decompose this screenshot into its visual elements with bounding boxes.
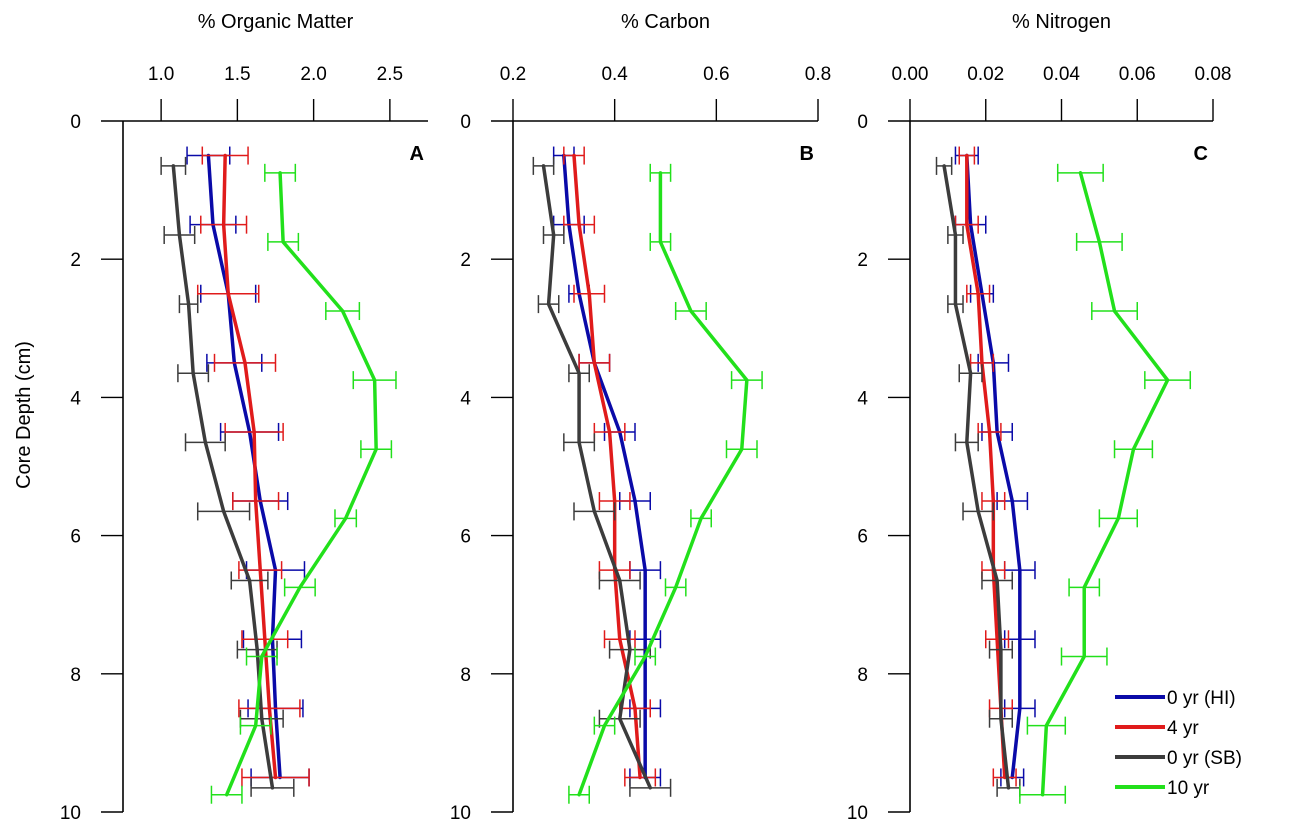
series-0-yr-hi — [552, 146, 662, 787]
x-tick-label: 0.4 — [601, 64, 628, 85]
legend-item: 10 yr — [1115, 778, 1210, 799]
y-tick-label: 4 — [460, 388, 471, 409]
x-tick-label: 0.6 — [703, 64, 729, 85]
y-tick-label: 10 — [60, 803, 81, 824]
series-line — [221, 153, 278, 780]
y-tick-label: 6 — [460, 527, 471, 548]
x-tick-label: 0.02 — [967, 64, 1004, 85]
y-tick-label: 8 — [70, 665, 81, 686]
panel-b: 0.2 0.4 0.6 0.8 0 2 4 6 8 10 % Carbon B — [450, 11, 831, 824]
legend-label: 4 yr — [1167, 718, 1199, 739]
y-tick-label: 4 — [70, 388, 81, 409]
panel-c: 0.00 0.02 0.04 0.06 0.08 0 2 4 6 8 10 % Nitrogen C — [847, 11, 1232, 824]
series-4-yr — [954, 146, 1017, 787]
y-axis-title: Core Depth (cm) — [13, 341, 35, 489]
y-tick-label: 0 — [460, 112, 471, 133]
series-4-yr — [196, 146, 310, 787]
legend: 0 yr (HI) 4 yr 0 yr (SB) 10 yr — [1115, 688, 1242, 799]
legend-label: 0 yr (SB) — [1167, 748, 1242, 769]
x-axis-title: % Carbon — [621, 11, 710, 33]
x-axis-title: % Nitrogen — [1012, 11, 1111, 33]
y-tick-label: 2 — [857, 250, 868, 271]
series-line — [965, 153, 1007, 780]
series-10-yr — [1019, 163, 1192, 804]
x-tick-label: 0.2 — [500, 64, 526, 85]
y-tick-label: 6 — [70, 527, 81, 548]
x-axis-title: % Organic Matter — [198, 11, 354, 33]
x-tick-label: 2.5 — [377, 64, 403, 85]
legend-label: 0 yr (HI) — [1167, 688, 1236, 709]
y-tick-label: 2 — [70, 250, 81, 271]
y-tick-label: 8 — [460, 665, 471, 686]
x-tick-label: 0.04 — [1043, 64, 1080, 85]
legend-item: 4 yr — [1115, 718, 1199, 739]
y-tick-label: 10 — [847, 803, 868, 824]
series-0-yr-sb — [935, 156, 1021, 797]
panel-a: 1.0 1.5 2.0 2.5 0 2 4 6 8 10 % Organic Matter A — [60, 11, 428, 824]
series-10-yr — [210, 163, 397, 804]
y-tick-label: 4 — [857, 388, 868, 409]
x-tick-label: 0.8 — [805, 64, 831, 85]
series-line — [942, 164, 1011, 790]
series-10-yr — [568, 163, 763, 804]
series-line — [562, 153, 647, 780]
series-line — [541, 164, 652, 790]
series-0-yr-sb — [532, 156, 672, 797]
panel-letter: A — [410, 143, 424, 165]
x-tick-label: 2.0 — [300, 64, 326, 85]
x-tick-label: 1.0 — [148, 64, 174, 85]
series-line — [224, 171, 378, 797]
y-tick-label: 8 — [857, 665, 868, 686]
x-tick-label: 0.08 — [1195, 64, 1232, 85]
series-line — [577, 171, 749, 797]
panel-letter: C — [1194, 143, 1208, 165]
series-0-yr-hi — [954, 146, 1036, 787]
legend-item: 0 yr (SB) — [1115, 748, 1242, 769]
series-4-yr — [563, 146, 657, 787]
legend-label: 10 yr — [1167, 778, 1210, 799]
series-line — [965, 153, 1022, 780]
y-tick-label: 6 — [857, 527, 868, 548]
y-tick-label: 10 — [450, 803, 471, 824]
y-tick-label: 2 — [460, 250, 471, 271]
y-tick-label: 0 — [857, 112, 868, 133]
x-tick-label: 1.5 — [224, 64, 250, 85]
panel-letter: B — [800, 143, 814, 165]
legend-item: 0 yr (HI) — [1115, 688, 1236, 709]
x-tick-label: 0.06 — [1119, 64, 1156, 85]
y-tick-label: 0 — [70, 112, 81, 133]
x-tick-label: 0.00 — [892, 64, 929, 85]
series-line — [1040, 171, 1170, 797]
